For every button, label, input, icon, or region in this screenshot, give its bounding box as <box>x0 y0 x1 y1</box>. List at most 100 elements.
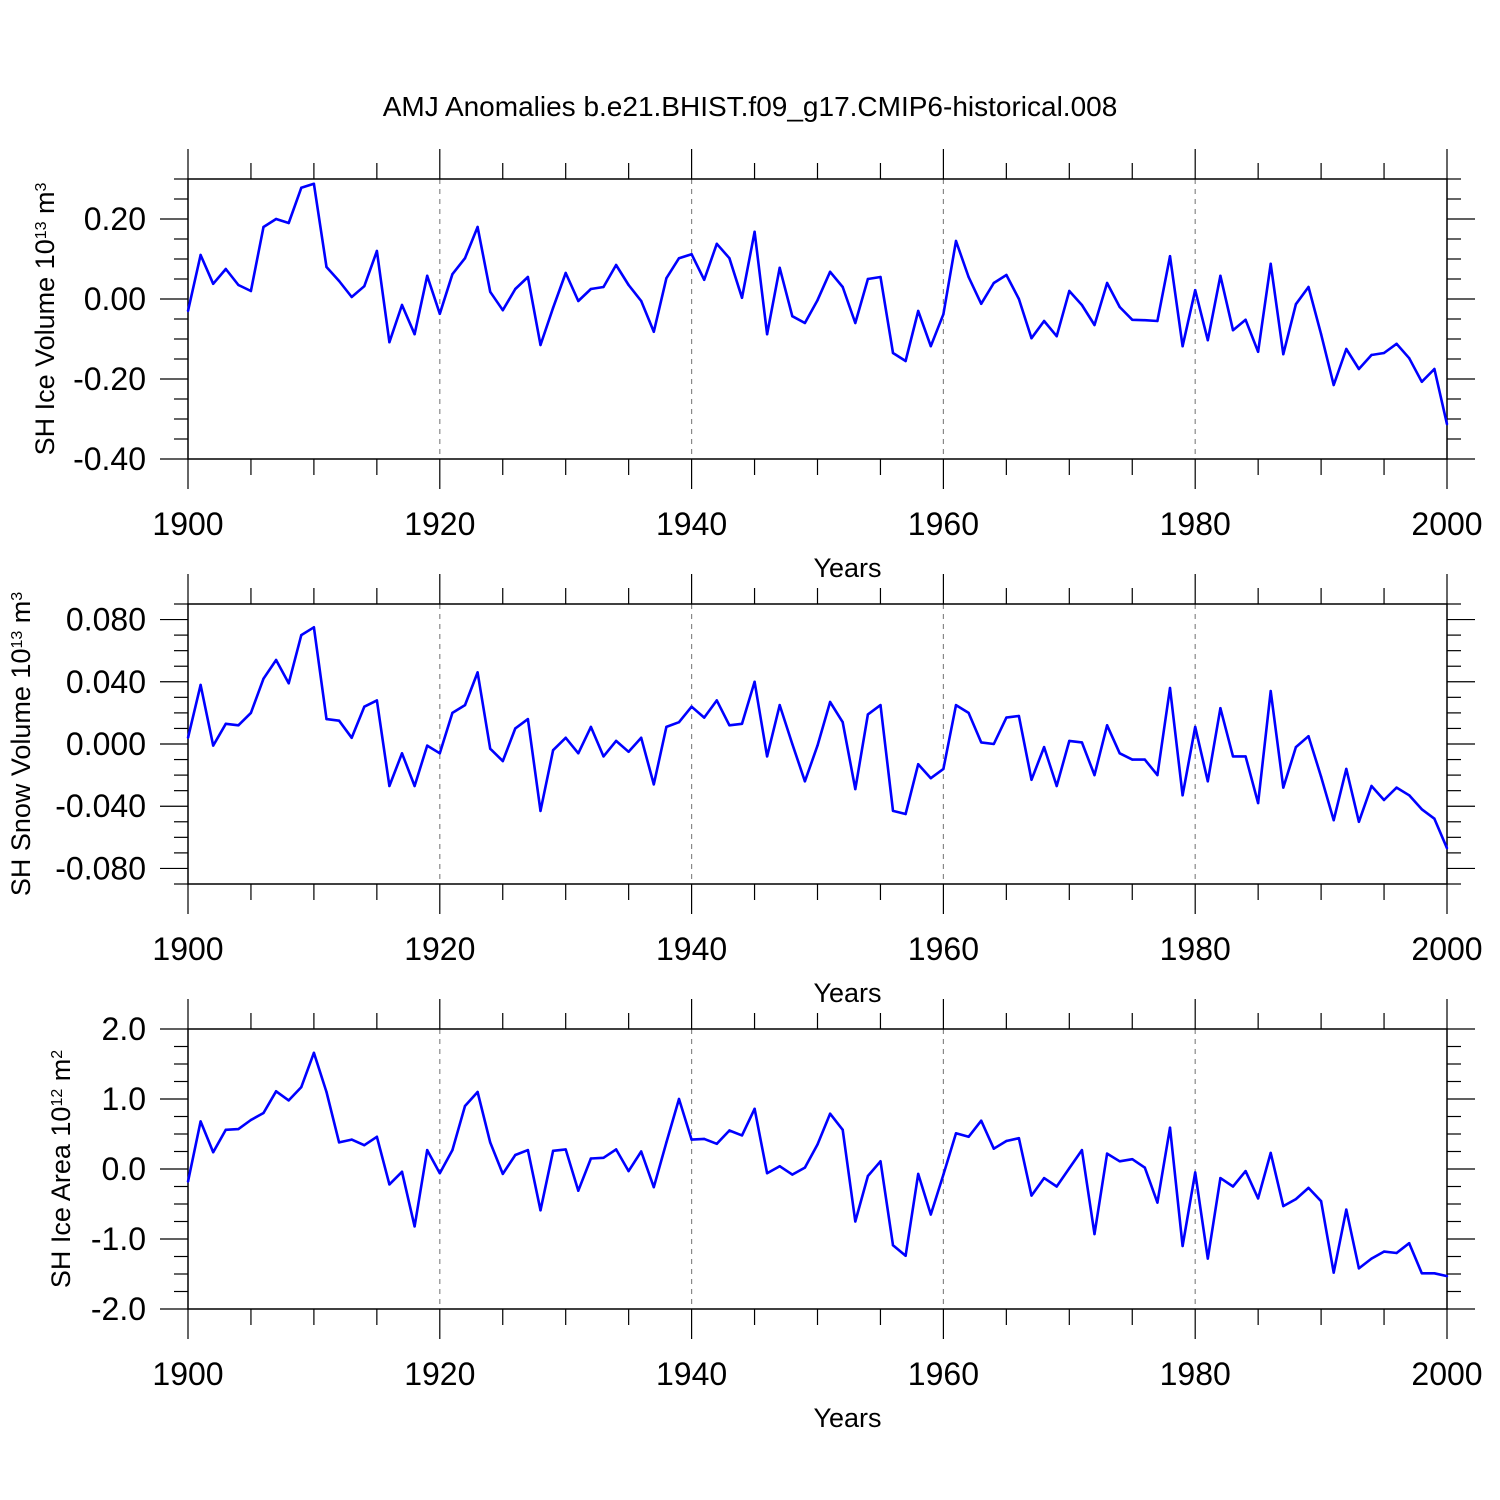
sh-ice-volume-point <box>1269 262 1272 265</box>
sh-ice-volume-point <box>489 290 492 293</box>
sh-snow-volume-point <box>249 711 253 715</box>
sh-snow-volume-point <box>992 742 995 746</box>
sh-snow-volume-point <box>262 677 265 680</box>
y-label-main: SH Ice Volume 10 <box>30 239 60 455</box>
sh-snow-volume-point <box>1256 801 1260 805</box>
sh-ice-volume-point <box>1055 335 1058 338</box>
sh-ice-area-point <box>350 1138 353 1141</box>
sh-ice-area-point <box>828 1112 832 1115</box>
sh-ice-area-point <box>1420 1272 1424 1275</box>
sh-ice-volume-point <box>652 330 655 333</box>
sh-ice-area-point <box>728 1129 731 1132</box>
sh-ice-volume-point <box>803 321 807 325</box>
sh-ice-volume-point <box>1332 383 1335 387</box>
sh-ice-volume-point <box>1005 273 1008 277</box>
x-tick-label: 1940 <box>656 931 727 967</box>
sh-snow-volume-point <box>1382 798 1386 802</box>
sh-ice-area-point <box>300 1085 303 1089</box>
sh-snow-volume-point <box>375 699 379 702</box>
sh-ice-volume-point <box>740 296 744 299</box>
sh-ice-area-point <box>463 1104 467 1108</box>
sh-ice-volume-point <box>891 351 895 355</box>
sh-snow-volume-point <box>1420 808 1424 811</box>
sh-ice-area-point <box>451 1148 454 1152</box>
sh-snow-volume-point <box>640 736 643 739</box>
sh-ice-volume-point <box>841 285 844 289</box>
sh-ice-volume-point <box>514 287 517 291</box>
sh-snow-volume-point <box>1093 773 1096 777</box>
sh-ice-area-point <box>854 1220 857 1223</box>
sh-snow-volume-point <box>539 809 542 813</box>
sh-snow-volume-point <box>828 700 832 704</box>
x-axis-label: Years <box>813 1403 881 1433</box>
sh-ice-area-point <box>992 1147 995 1150</box>
sh-ice-volume-point <box>791 315 794 318</box>
sh-ice-volume-point <box>1168 255 1172 258</box>
sh-ice-volume-point <box>476 225 479 229</box>
sh-snow-volume-point <box>274 658 278 662</box>
x-tick-label: 1960 <box>908 1356 979 1392</box>
sh-snow-volume-point <box>627 750 630 753</box>
sh-snow-volume-point <box>1131 758 1134 761</box>
sh-ice-volume-point <box>917 309 920 313</box>
sh-snow-volume-panel: 1900 1920 1940 1960 1980 2000 -0.080 -0.040 0.00… <box>6 574 1483 1008</box>
sh-ice-area-point <box>438 1172 441 1175</box>
sh-snow-volume-point <box>1282 786 1285 789</box>
sh-ice-volume-point <box>388 341 391 344</box>
figure-title: AMJ Anomalies b.e21.BHIST.f09_g17.CMIP6-… <box>383 91 1118 122</box>
sh-ice-area-point <box>917 1172 920 1176</box>
sh-ice-volume-point <box>1219 274 1222 277</box>
sh-snow-volume-point <box>1244 755 1247 758</box>
sh-ice-volume-point <box>1030 337 1033 340</box>
sh-ice-volume-point <box>828 270 832 273</box>
sh-snow-volume-point <box>1370 784 1373 788</box>
sh-ice-area-point <box>1068 1167 1071 1170</box>
sh-ice-volume-point <box>778 266 781 269</box>
x-tick-label: 1960 <box>908 931 979 967</box>
y-axis-label: SH Ice Volume 1013 m3 <box>30 182 60 455</box>
sh-ice-volume-point <box>816 299 819 302</box>
sh-ice-area-point <box>1105 1152 1109 1155</box>
sh-snow-volume-point <box>1395 786 1398 789</box>
sh-snow-volume-point <box>186 736 190 739</box>
sh-ice-area-point <box>1206 1257 1210 1260</box>
sh-ice-area-point <box>677 1097 681 1101</box>
sh-ice-volume-point <box>904 359 907 363</box>
sh-ice-volume-point <box>438 312 441 315</box>
sh-ice-area-point <box>1219 1176 1222 1180</box>
sh-ice-area-point <box>891 1244 895 1247</box>
sh-snow-volume-point <box>388 784 391 788</box>
sh-snow-volume-point <box>929 777 932 780</box>
sh-snow-volume-point <box>237 724 240 727</box>
sh-ice-volume-point <box>1382 351 1386 355</box>
x-tick-label: 1900 <box>152 931 223 967</box>
sh-ice-area-point <box>249 1118 253 1122</box>
sh-ice-area-point <box>426 1148 429 1152</box>
sh-snow-volume-point <box>1143 758 1147 761</box>
sh-ice-volume-point <box>274 217 278 221</box>
sh-ice-volume-point <box>325 265 328 269</box>
sh-ice-volume-point <box>249 289 253 293</box>
x-tick-label: 1900 <box>152 506 223 542</box>
sh-ice-area-point <box>1433 1272 1436 1275</box>
sh-ice-area-point <box>980 1119 983 1122</box>
sh-snow-volume-point <box>287 682 290 685</box>
x-tick-label: 2000 <box>1411 1356 1482 1392</box>
sh-snow-volume-point <box>1433 817 1436 820</box>
sh-ice-volume-point <box>1080 303 1084 307</box>
y-axis-label: SH Ice Area 1012 m2 <box>46 1050 76 1288</box>
sh-ice-area-point <box>652 1186 655 1189</box>
sh-ice-volume-point <box>1017 297 1021 301</box>
sh-ice-area-point <box>325 1090 328 1094</box>
sh-ice-volume-point <box>854 321 857 325</box>
y-tick-label: 0.000 <box>66 726 146 762</box>
sh-ice-volume-point <box>1420 380 1424 383</box>
sh-ice-volume-point <box>992 281 995 285</box>
sh-ice-volume-point <box>564 271 567 275</box>
sh-ice-volume-point <box>413 333 416 336</box>
sh-ice-volume-point <box>1294 303 1298 306</box>
sh-snow-volume-point <box>1408 794 1411 797</box>
sh-ice-volume-point <box>602 285 605 289</box>
sh-ice-volume-point <box>400 303 404 307</box>
sh-ice-volume-point <box>1105 281 1109 285</box>
